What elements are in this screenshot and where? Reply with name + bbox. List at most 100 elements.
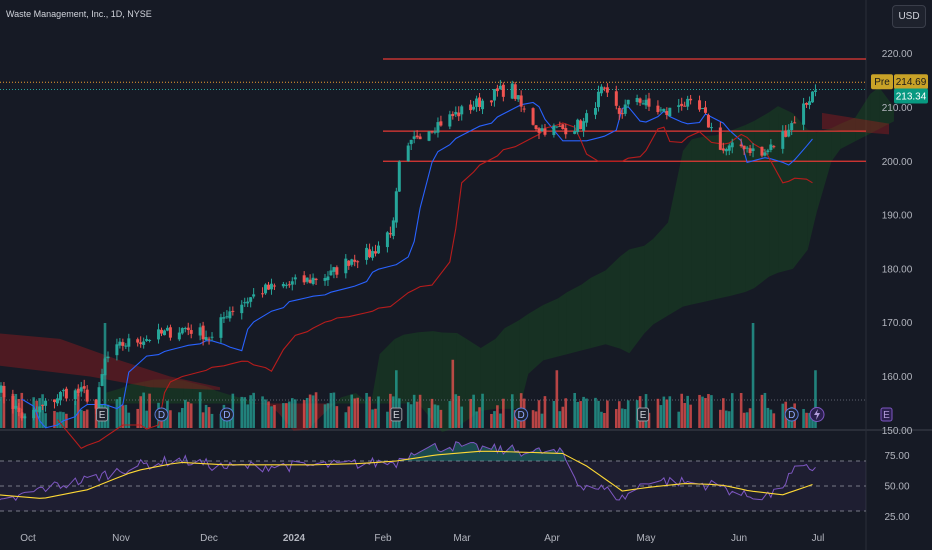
candle-body <box>145 339 149 341</box>
candle-body <box>427 131 431 141</box>
volume-bar <box>558 411 562 428</box>
candle-body <box>436 122 440 133</box>
volume-bar <box>561 406 565 428</box>
volume-bar <box>365 392 368 428</box>
volume-bar <box>490 413 493 428</box>
candle-body <box>2 385 6 398</box>
volume-bar <box>430 398 434 428</box>
volume-bar <box>59 411 62 428</box>
cloud-segment <box>730 125 746 296</box>
candle-body <box>385 232 389 248</box>
event-label: E <box>99 410 106 421</box>
cloud-segment <box>528 305 544 374</box>
candle-body <box>433 131 437 133</box>
candle-body <box>353 259 357 262</box>
candle-body <box>64 388 68 399</box>
volume-bar <box>415 401 419 428</box>
candle-body <box>388 233 392 235</box>
cloud-segment-red-late <box>822 112 889 135</box>
volume-bar <box>647 412 651 428</box>
volume-bar <box>576 401 579 428</box>
candle-body <box>139 342 143 345</box>
candle-body <box>457 112 461 117</box>
volume-bar <box>594 397 597 428</box>
candle-body <box>418 136 422 140</box>
cloud-segment <box>168 379 184 404</box>
candle-body <box>537 128 541 133</box>
cloud-segment <box>216 390 232 404</box>
volume-bar <box>240 396 244 428</box>
candle-body <box>38 406 42 413</box>
candle-body <box>323 278 327 281</box>
candle-body <box>555 126 559 128</box>
last-price-badge: 213.34 <box>894 88 928 104</box>
candle-body <box>305 277 309 282</box>
candle-body <box>540 128 544 132</box>
volume-bar <box>698 394 701 428</box>
volume-bar <box>805 412 808 428</box>
volume-bar <box>579 401 582 428</box>
volume-bar <box>371 409 374 428</box>
dividend-marker-circle <box>784 407 799 422</box>
candle-body <box>103 358 107 376</box>
candle-body <box>332 267 336 272</box>
volume-bar <box>353 398 357 428</box>
candle-body <box>210 336 214 338</box>
volume-bar <box>210 413 214 428</box>
volume-bar <box>433 404 437 428</box>
volume-bar <box>710 395 713 428</box>
volume-bar <box>178 412 181 428</box>
dividend-marker: D <box>219 407 234 422</box>
candle-body <box>698 100 702 110</box>
cloud-segment <box>543 298 559 361</box>
currency-button[interactable]: USD <box>892 5 926 28</box>
volume-bar <box>745 412 749 428</box>
candle-body <box>573 130 577 134</box>
volume-bar <box>689 404 692 428</box>
candle-body <box>683 105 687 107</box>
candle-body <box>558 125 562 127</box>
candle-body <box>17 407 21 412</box>
cloud-segment <box>504 320 520 409</box>
month-label: May <box>637 533 656 544</box>
cloud-segment <box>831 123 841 162</box>
last-price-value: 213.34 <box>896 91 927 102</box>
last-price-box <box>894 88 928 104</box>
volume-bar <box>41 394 44 428</box>
candle-body <box>620 113 624 115</box>
volume-bar <box>510 394 514 428</box>
candle-body <box>326 276 330 281</box>
candle-body <box>605 87 609 93</box>
cloud-segment <box>745 120 755 292</box>
candle-body <box>635 98 639 102</box>
month-label: Jul <box>812 533 825 544</box>
volume-bar <box>285 403 288 428</box>
candle-body <box>311 277 315 285</box>
candles <box>0 79 817 421</box>
candle-body <box>602 87 606 89</box>
volume-bar <box>623 409 627 428</box>
event-label: E <box>640 410 647 421</box>
candle-body <box>638 98 642 103</box>
volume-bar <box>148 393 151 428</box>
volume-bar <box>534 411 538 428</box>
candle-body <box>745 147 749 149</box>
candle-body <box>727 145 731 151</box>
volume-bar <box>186 401 190 428</box>
candle-body <box>115 344 119 356</box>
volume-bar <box>665 399 669 428</box>
candle-body <box>516 95 520 100</box>
volume-bar <box>707 394 710 428</box>
candle-body <box>730 142 734 148</box>
candle-body <box>495 88 499 92</box>
volume-bar <box>204 404 208 428</box>
candle-body <box>240 304 244 314</box>
volume-bar <box>350 394 354 428</box>
candle-body <box>748 148 752 154</box>
volume-bar <box>23 413 27 428</box>
month-label: Jun <box>731 533 747 544</box>
candle-body <box>585 113 589 123</box>
volume-bar <box>207 407 211 428</box>
volume-bar <box>308 394 312 428</box>
